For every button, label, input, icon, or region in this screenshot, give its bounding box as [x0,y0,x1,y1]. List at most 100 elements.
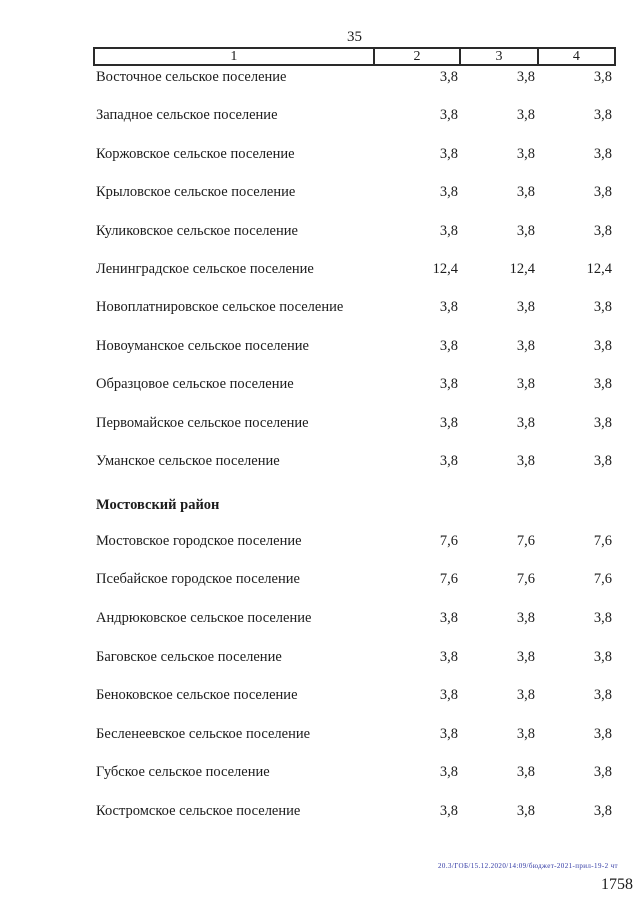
settlement-name: Крыловское сельское поселение [96,184,296,201]
table-row: Беноковское сельское поселение 3,8 3,8 3,8 [96,684,612,723]
value-col-4: 3,8 [593,69,612,85]
settlement-name: Баговское сельское поселение [96,648,282,665]
settlement-name: Бесленеевское сельское поселение [96,725,311,742]
settlement-name: Губское сельское поселение [96,764,270,781]
table-row: Восточное сельское поселение 3,8 3,8 3,8 [96,66,612,104]
table-header-cell-3: 3 [459,49,536,64]
value-col-3: 3,8 [516,687,535,704]
value-col-4: 3,8 [593,452,612,469]
value-col-3: 3,8 [516,107,535,124]
settlement-name: Первомайское сельское поселение [96,414,309,431]
value-col-2: 3,8 [439,222,458,239]
table-header-row: 1 2 3 4 [93,47,616,66]
value-col-2 [374,498,458,530]
district-name: Мостовский район [96,497,220,514]
value-col-4: 12,4 [586,260,612,277]
settlement-name: Мостовское городское поселение [96,532,302,549]
settlement-name: Восточное сельское поселение [96,69,287,85]
table-row-district: Мостовский район [96,488,612,530]
value-col-4: 3,8 [593,648,612,665]
value-col-2: 3,8 [439,648,458,665]
value-col-4: 3,8 [593,184,612,201]
table-row: Крыловское сельское поселение 3,8 3,8 3,8 [96,181,612,219]
table-row: Первомайское сельское поселение 3,8 3,8 3,8 [96,412,612,450]
value-col-4: 3,8 [593,610,612,627]
value-col-2: 3,8 [439,299,458,316]
value-col-4: 3,8 [593,725,612,742]
table-row: Образцовое сельское поселение 3,8 3,8 3,8 [96,373,612,411]
value-col-3: 3,8 [516,610,535,627]
value-col-3 [458,498,535,530]
table-body: Восточное сельское поселение 3,8 3,8 3,8 Зап… [96,66,612,839]
value-col-3: 3,8 [516,184,535,201]
value-col-4: 3,8 [593,376,612,393]
value-col-2: 3,8 [439,184,458,201]
value-col-4: 3,8 [593,222,612,239]
value-col-4 [535,498,612,530]
value-col-4: 3,8 [593,687,612,704]
settlement-name: Куликовское сельское поселение [96,222,298,239]
table-row: Бесленеевское сельское поселение 3,8 3,8 3,… [96,723,612,762]
value-col-4: 3,8 [593,337,612,354]
value-col-3: 3,8 [516,299,535,316]
table-row: Ленинградское сельское поселение 12,4 12,4… [96,258,612,296]
value-col-4: 3,8 [593,107,612,124]
value-col-3: 3,8 [516,337,535,354]
value-col-3: 7,6 [516,571,535,588]
table-row: Уманское сельское поселение 3,8 3,8 3,8 [96,450,612,488]
value-col-2: 7,6 [439,532,458,549]
value-col-3: 3,8 [516,376,535,393]
value-col-4: 3,8 [593,414,612,431]
value-col-4: 3,8 [593,145,612,162]
table-header-cell-2: 2 [372,49,460,64]
value-col-2: 3,8 [439,452,458,469]
settlement-name: Беноковское сельское поселение [96,687,298,704]
value-col-4: 3,8 [593,299,612,316]
value-col-2: 3,8 [439,69,458,85]
page-number: 35 [347,29,362,45]
value-col-2: 3,8 [439,107,458,124]
footer-stamp: 20.3/ГОБ/15.12.2020/14:09/бюджет-2021-пр… [438,862,618,870]
value-col-2: 3,8 [439,687,458,704]
settlement-name: Костромское сельское поселение [96,803,301,820]
value-col-2: 3,8 [439,764,458,781]
value-col-3: 12,4 [509,260,535,277]
value-col-3: 3,8 [516,803,535,820]
value-col-2: 3,8 [439,376,458,393]
value-col-2: 3,8 [439,145,458,162]
value-col-3: 3,8 [516,648,535,665]
settlement-name: Коржовское сельское поселение [96,145,295,162]
table-row: Куликовское сельское поселение 3,8 3,8 3,8 [96,220,612,258]
table-row: Новоплатнировское сельское поселение 3,8 3… [96,296,612,334]
settlement-name: Андрюковское сельское поселение [96,610,312,627]
table-row: Андрюковское сельское поселение 3,8 3,8 3,8 [96,607,612,646]
table-header-cell-1: 1 [230,48,238,64]
value-col-2: 3,8 [439,337,458,354]
table-header-cell-4: 4 [536,49,614,64]
settlement-name: Уманское сельское поселение [96,452,280,469]
value-col-4: 3,8 [593,803,612,820]
value-col-2: 12,4 [432,260,458,277]
value-col-3: 3,8 [516,452,535,469]
table-row: Баговское сельское поселение 3,8 3,8 3,8 [96,646,612,685]
settlement-name: Ленинградское сельское поселение [96,260,314,277]
value-col-3: 3,8 [516,145,535,162]
value-col-4: 3,8 [593,764,612,781]
table-row: Западное сельское поселение 3,8 3,8 3,8 [96,104,612,142]
table-row: Мостовское городское поселение 7,6 7,6 7,6 [96,530,612,569]
table-row: Коржовское сельское поселение 3,8 3,8 3,8 [96,143,612,181]
value-col-2: 7,6 [439,571,458,588]
table-row: Костромское сельское поселение 3,8 3,8 3,8 [96,800,612,839]
value-col-2: 3,8 [439,610,458,627]
value-col-3: 7,6 [516,532,535,549]
footer-sheet-number: 1758 [601,876,633,893]
value-col-3: 3,8 [516,764,535,781]
value-col-2: 3,8 [439,414,458,431]
value-col-4: 7,6 [593,571,612,588]
table-row: Псебайское городское поселение 7,6 7,6 7,6 [96,568,612,607]
value-col-3: 3,8 [516,725,535,742]
value-col-2: 3,8 [439,803,458,820]
table-row: Новоуманское сельское поселение 3,8 3,8 3,8 [96,335,612,373]
settlement-name: Образцовое сельское поселение [96,376,294,393]
